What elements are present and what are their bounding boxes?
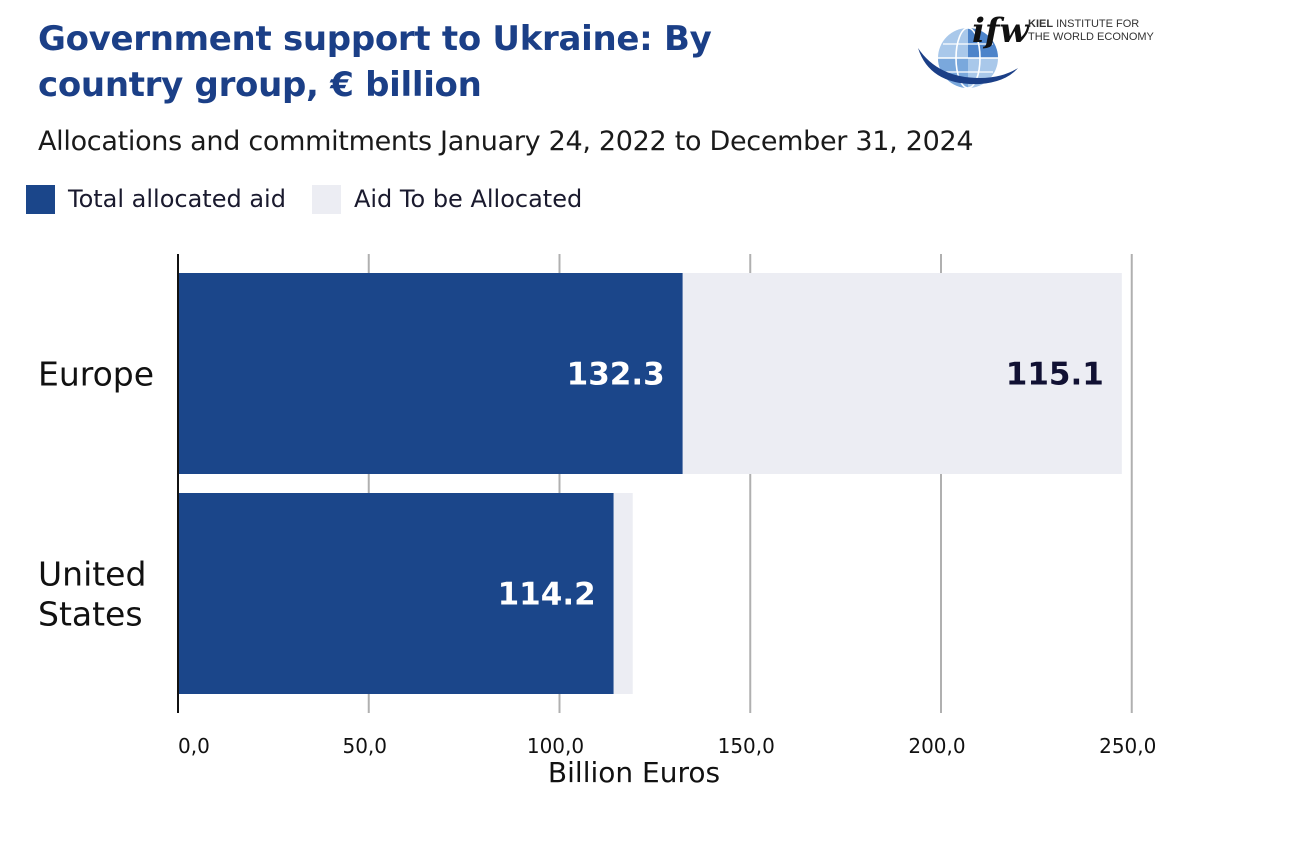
x-tick-label-2: 100,0	[527, 734, 584, 758]
bar-0-series-1	[682, 273, 1122, 474]
x-tick-label-1: 50,0	[342, 734, 387, 758]
category-label-line: States	[38, 595, 143, 634]
legend-item-to-be-allocated: Aid To be Allocated	[311, 184, 583, 214]
category-label-line: United	[38, 555, 146, 594]
bar-0-series-0	[178, 273, 683, 474]
x-tick-label-4: 200,0	[908, 734, 965, 758]
legend-swatch-allocated	[26, 184, 55, 214]
legend-swatch-to-be-allocated	[311, 184, 341, 214]
legend-label-allocated: Total allocated aid	[68, 185, 286, 213]
logo-line1: KIEL INSTITUTE FOR	[1028, 18, 1139, 30]
category-label-1: United States	[38, 555, 146, 634]
x-tick-label-0: 0,0	[178, 734, 210, 758]
bar-1-series-1	[613, 493, 633, 694]
logo-line1-rest: INSTITUTE FOR	[1053, 18, 1139, 30]
chart-title: Government support to Ukraine: By countr…	[38, 19, 712, 105]
bar-1-series-0	[178, 493, 614, 694]
x-tick-label-5: 250,0	[1099, 734, 1156, 758]
legend: Total allocated aid Aid To be Allocated	[26, 182, 608, 216]
data-label-1-series-0: 114.2	[498, 577, 596, 613]
ifw-logo: ifw KIEL INSTITUTE FOR THE WORLD ECONOMY	[918, 11, 1155, 89]
category-label-0: Europe	[38, 355, 154, 394]
x-axis-title: Billion Euros	[548, 756, 720, 789]
data-label-0-series-0: 132.3	[567, 357, 665, 393]
chart-subtitle: Allocations and commitments January 24, …	[38, 126, 974, 157]
legend-label-to-be-allocated: Aid To be Allocated	[353, 185, 583, 213]
category-label-line: Europe	[38, 355, 154, 394]
logo-mark: ifw	[972, 11, 1031, 51]
logo-line1-bold: KIEL	[1028, 18, 1053, 30]
logo-line2: THE WORLD ECONOMY	[1028, 31, 1155, 43]
data-label-0-series-1: 115.1	[1006, 357, 1104, 393]
globe-icon	[918, 27, 1018, 89]
x-tick-label-3: 150,0	[718, 734, 775, 758]
legend-item-allocated: Total allocated aid	[26, 184, 286, 214]
